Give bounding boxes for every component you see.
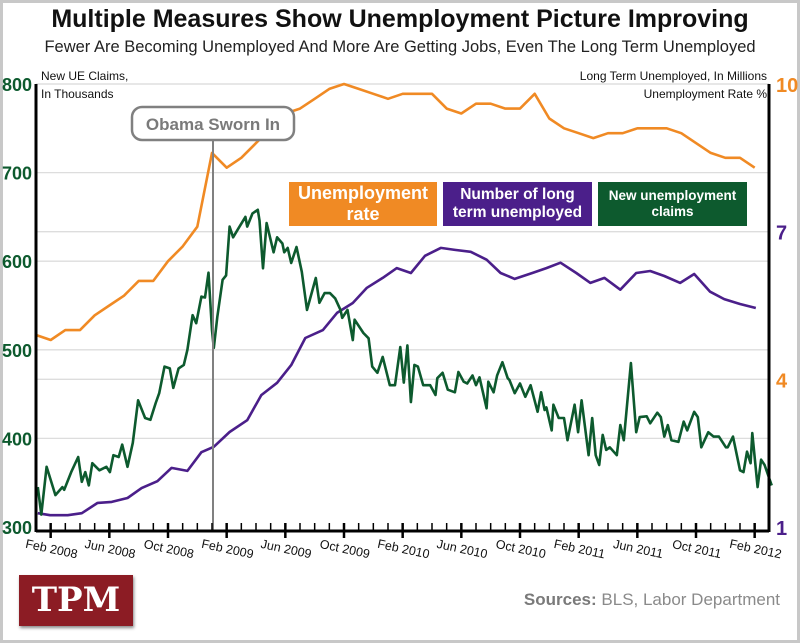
x-tick-label: Feb 2008 [24, 537, 79, 562]
long-term-unemployed-line [37, 246, 757, 517]
x-tick-label: Jun 2008 [84, 537, 137, 561]
x-tick-label: Oct 2009 [319, 537, 372, 561]
x-tick-label: Jun 2011 [612, 537, 664, 561]
tpm-logo: TPM [19, 575, 133, 626]
x-tick-label: Oct 2011 [671, 537, 723, 561]
x-tick-label: Jun 2010 [436, 537, 489, 561]
annotation-box [130, 105, 296, 142]
right-axis-label: Unemployment Rate % [644, 87, 768, 101]
x-tick-label: Feb 2009 [200, 537, 255, 562]
legend-label: term unemployed [452, 204, 583, 221]
sources-label: Sources: [523, 590, 597, 609]
x-tick-label: Feb 2011 [553, 537, 607, 561]
left-tick-label: 400 [2, 429, 32, 449]
legend-label: Unemployment [297, 183, 429, 204]
new-claims-line [36, 208, 773, 516]
x-tick-label: Feb 2010 [376, 537, 431, 562]
chart-title: Multiple Measures Show Unemployment Pict… [51, 5, 749, 33]
right-tick-label: 1 [776, 518, 787, 540]
left-tick-label: 500 [2, 341, 32, 361]
legend-new-claims: New unemployment claims [598, 182, 747, 226]
legend-label: claims [651, 204, 694, 219]
left-axis-label: In Thousands [41, 87, 114, 101]
right-axis-label: Long Term Unemployed, In Millions [580, 69, 767, 83]
right-tick-label: 4 [776, 370, 788, 392]
sources-text: BLS, Labor Department [596, 590, 780, 609]
annotation-label: Obama Sworn In [146, 115, 280, 134]
right-tick-label: 10 [776, 75, 798, 97]
legend-label: rate [346, 204, 380, 224]
left-tick-label: 700 [2, 164, 32, 184]
legend-long-term-unemployed: Number of long term unemployed [443, 182, 592, 226]
left-tick-label: 800 [2, 75, 32, 95]
x-tick-label: Oct 2008 [143, 537, 196, 561]
x-tick-label: Oct 2010 [495, 537, 548, 561]
chart-subtitle: Fewer Are Becoming Unemployed And More A… [44, 38, 756, 56]
left-axis-label: New UE Claims, [41, 69, 128, 83]
sources-note: Sources: BLS, Labor Department [524, 590, 780, 610]
legend-unemployment-rate: Unemployment rate [289, 182, 437, 226]
legend-label: Number of long [460, 186, 575, 204]
unemployment-rate-line [35, 82, 756, 342]
x-tick-label: Feb 2012 [728, 537, 783, 562]
right-tick-label: 7 [776, 223, 787, 245]
legend-label: New unemployment [608, 188, 737, 204]
left-tick-label: 600 [2, 252, 32, 272]
left-tick-label: 300 [2, 518, 32, 538]
x-tick-label: Jun 2009 [260, 537, 313, 561]
